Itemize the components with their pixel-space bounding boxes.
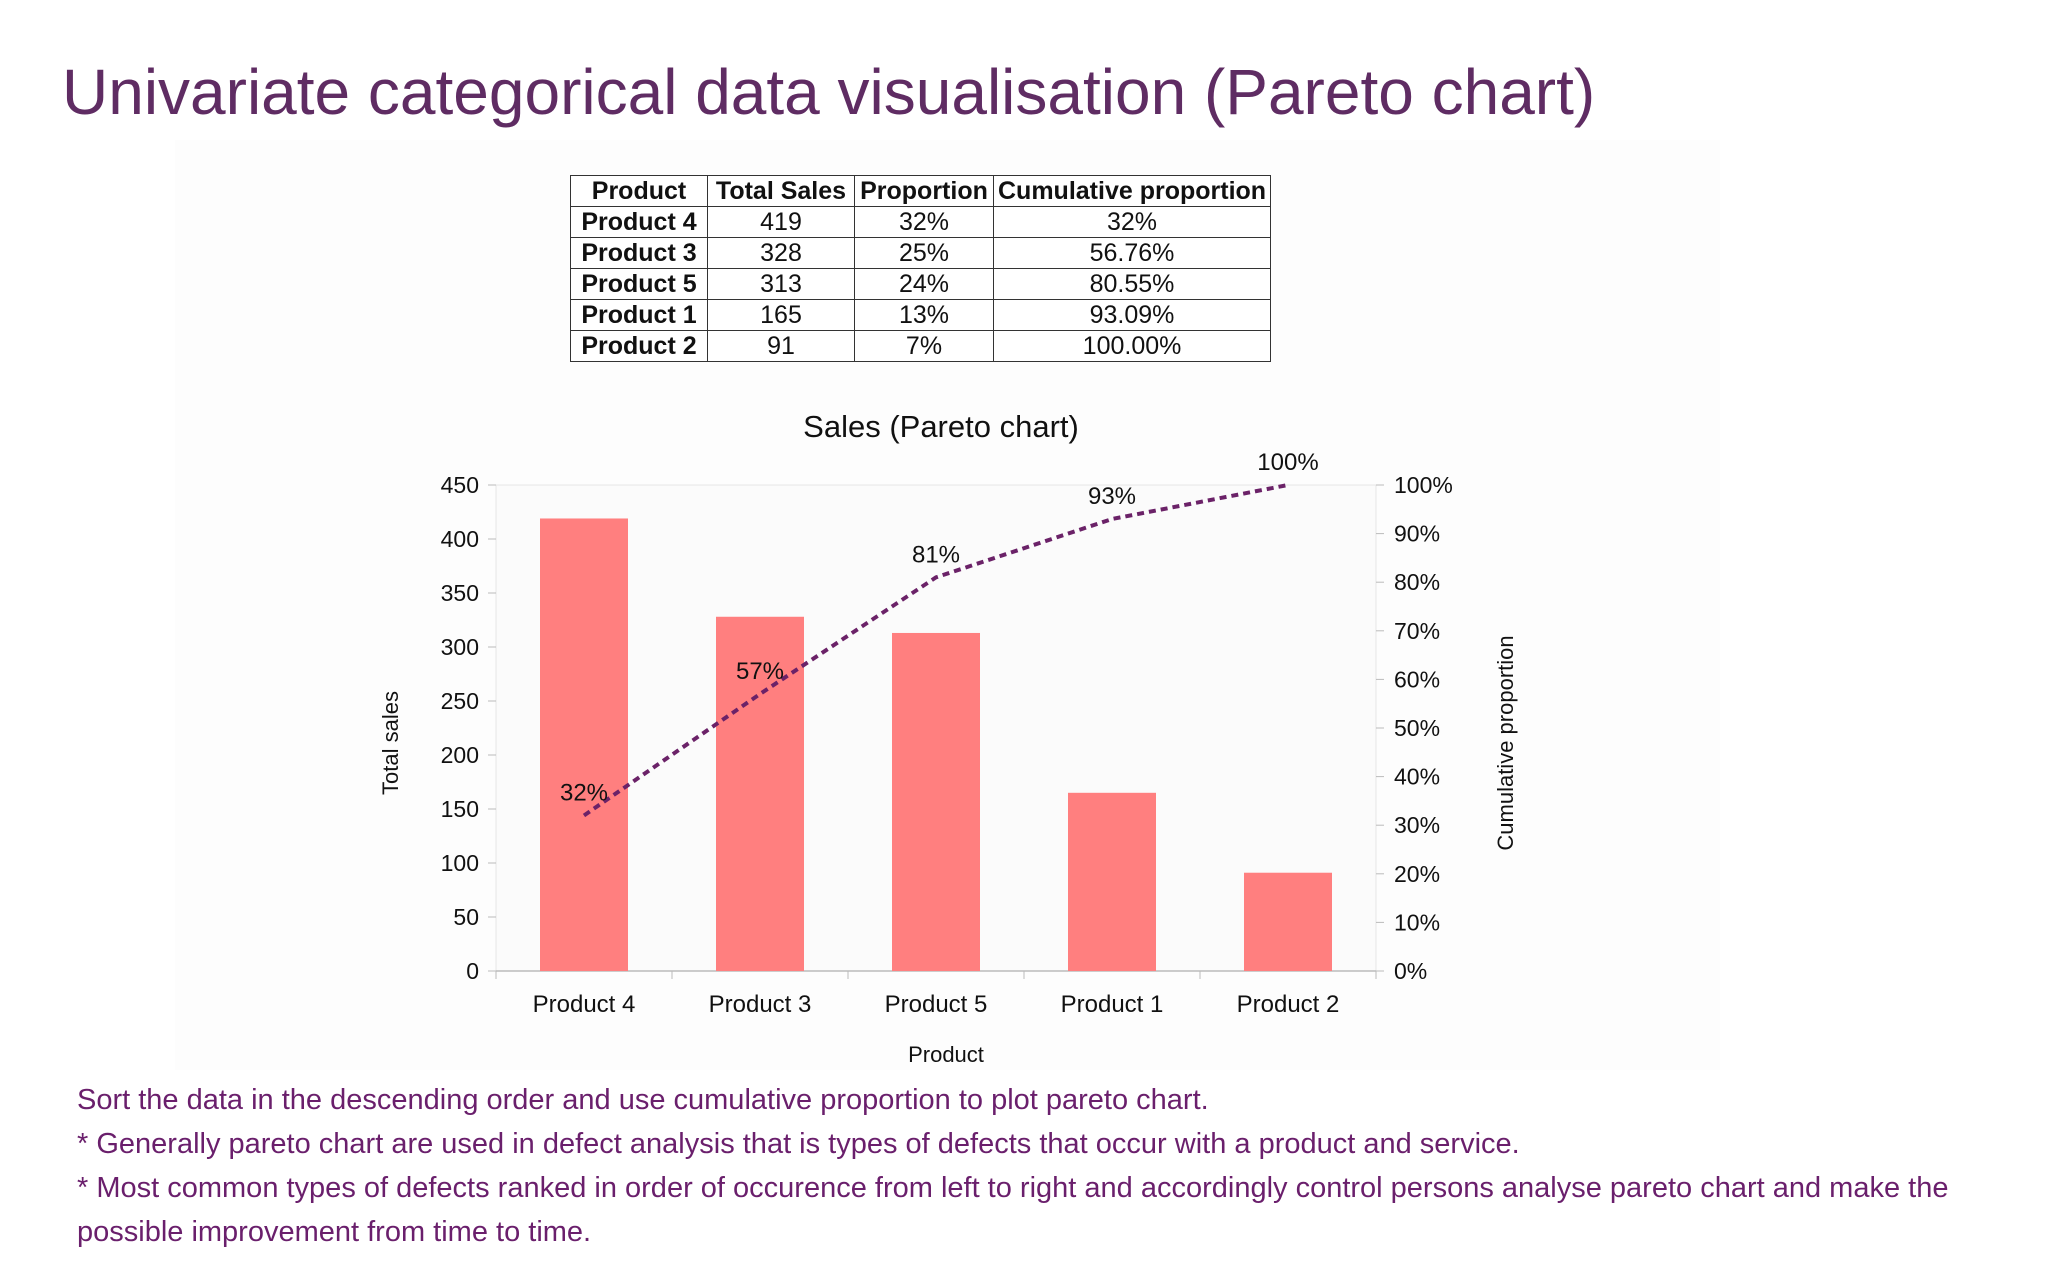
bar [892, 632, 980, 971]
y2-tick-label: 100% [1394, 472, 1453, 498]
data-label: 81% [912, 541, 960, 568]
x-axis-title: Product [908, 1042, 984, 1067]
table-row: Product 5 313 24% 80.55% [570, 268, 1272, 300]
column-header-product: Product [570, 175, 708, 207]
table-row: Product 3 328 25% 56.76% [570, 237, 1272, 269]
column-header-cumulative-proportion: Cumulative proportion [992, 175, 1272, 207]
x-tick-label: Product 5 [885, 991, 988, 1018]
x-tick-label: Product 2 [1237, 991, 1340, 1018]
x-tick-label: Product 1 [1061, 991, 1164, 1018]
y2-tick-label: 30% [1394, 812, 1440, 838]
bar [540, 518, 628, 971]
chart-title: Sales (Pareto chart) [803, 409, 1079, 444]
y-tick-label: 300 [441, 634, 479, 660]
table-cell-product: Product 5 [570, 268, 708, 300]
table-cell-cumulative: 100.00% [992, 330, 1272, 362]
y2-tick-label: 60% [1394, 666, 1440, 692]
table-cell-product: Product 1 [570, 299, 708, 331]
y-tick-label: 400 [441, 526, 479, 552]
y-tick-label: 100 [441, 850, 479, 876]
y2-tick-label: 10% [1394, 909, 1440, 935]
note-line: Sort the data in the descending order an… [77, 1084, 1209, 1116]
y-tick-label: 0 [466, 958, 479, 984]
y-tick-label: 50 [453, 904, 479, 930]
y-tick-label: 450 [441, 472, 479, 498]
table-header-row: Product Total Sales Proportion Cumulativ… [570, 175, 1272, 207]
column-header-total-sales: Total Sales [707, 175, 855, 207]
slide-title: Univariate categorical data visualisatio… [62, 56, 1596, 128]
bar [1068, 792, 1156, 971]
table-cell-cumulative: 56.76% [992, 237, 1272, 269]
data-label: 57% [736, 658, 784, 685]
y-tick-label: 200 [441, 742, 479, 768]
y-axis-title: Total sales [378, 691, 403, 795]
bar [716, 616, 804, 971]
table-row: Product 1 165 13% 93.09% [570, 299, 1272, 331]
table-cell-total-sales: 328 [707, 237, 855, 269]
y-tick-label: 350 [441, 580, 479, 606]
table-cell-total-sales: 165 [707, 299, 855, 331]
y2-tick-label: 90% [1394, 521, 1440, 547]
data-label: 32% [560, 779, 608, 806]
table-row: Product 4 419 32% 32% [570, 206, 1272, 238]
table-row: Product 2 91 7% 100.00% [570, 330, 1272, 362]
table-cell-product: Product 2 [570, 330, 708, 362]
table-cell-product: Product 3 [570, 237, 708, 269]
pareto-chart: Sales (Pareto chart) 0 50 100 150 200 250 300 35… [378, 409, 1518, 1067]
sales-table: Product Total Sales Proportion Cumulativ… [570, 175, 1272, 362]
data-label: 93% [1088, 483, 1136, 510]
y2-axis-title: Cumulative proportion [1493, 635, 1518, 850]
y2-tick-label: 40% [1394, 764, 1440, 790]
y2-tick-label: 80% [1394, 569, 1440, 595]
bar [1244, 872, 1332, 971]
y-tick-label: 250 [441, 688, 479, 714]
y2-tick-label: 50% [1394, 715, 1440, 741]
y-tick-label: 150 [441, 796, 479, 822]
table-cell-cumulative: 93.09% [992, 299, 1272, 331]
x-tick-label: Product 3 [709, 991, 812, 1018]
y2-tick-label: 20% [1394, 861, 1440, 887]
data-label: 100% [1257, 449, 1318, 476]
note-line: * Generally pareto chart are used in def… [77, 1128, 1520, 1160]
y2-tick-label: 0% [1394, 958, 1427, 984]
table-cell-proportion: 25% [854, 237, 994, 269]
table-cell-total-sales: 313 [707, 268, 855, 300]
table-cell-cumulative: 80.55% [992, 268, 1272, 300]
notes: Sort the data in the descending order an… [77, 1078, 1997, 1254]
y2-tick-label: 70% [1394, 618, 1440, 644]
table-cell-total-sales: 419 [707, 206, 855, 238]
note-line: * Most common types of defects ranked in… [77, 1172, 1949, 1248]
x-tick-label: Product 4 [533, 991, 636, 1018]
table-cell-total-sales: 91 [707, 330, 855, 362]
table-cell-proportion: 32% [854, 206, 994, 238]
